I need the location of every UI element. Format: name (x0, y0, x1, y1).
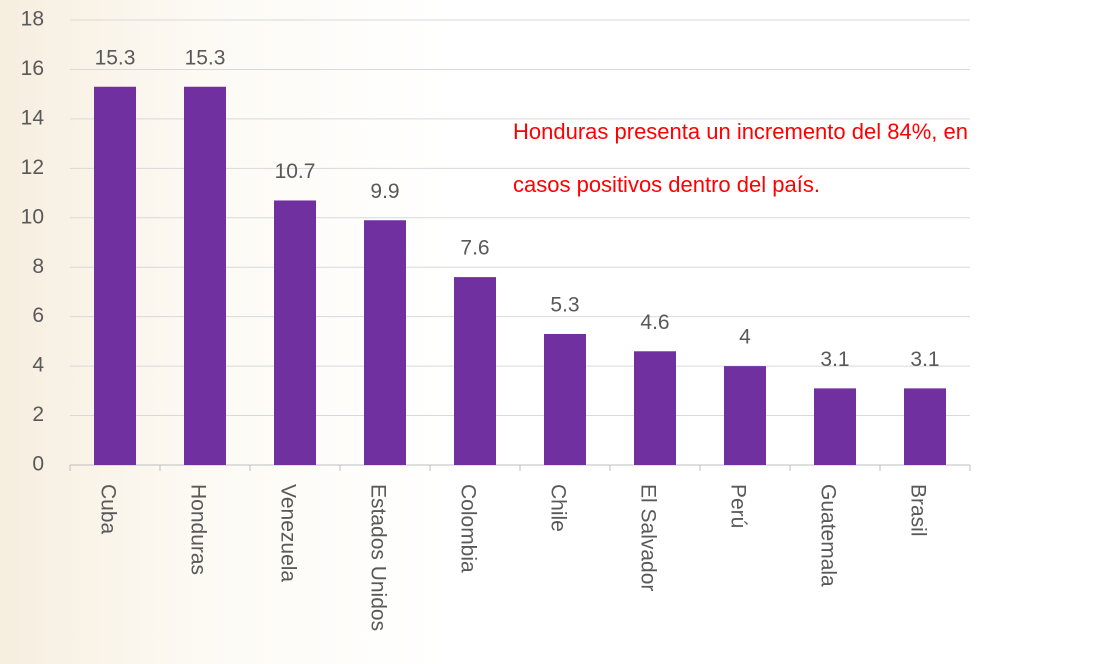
bar (184, 86, 226, 465)
y-tick-label: 14 (21, 106, 45, 129)
bar (724, 366, 766, 465)
x-tick-label: Brasil (906, 484, 929, 537)
annotation: casos positivos dentro del país. (513, 172, 820, 197)
bar (904, 388, 946, 465)
y-tick-label: 6 (32, 304, 44, 327)
bar (364, 220, 406, 465)
y-tick-label: 10 (21, 205, 44, 228)
x-tick-label: Venezuela (276, 484, 299, 582)
data-label: 4.6 (640, 311, 669, 334)
data-label: 9.9 (370, 180, 399, 203)
y-tick-label: 8 (32, 255, 44, 278)
x-tick-label: Chile (546, 484, 569, 532)
x-tick-label: Perú (726, 484, 749, 528)
x-tick-label: Honduras (186, 484, 209, 575)
bar (814, 388, 856, 465)
data-label: 4 (739, 326, 751, 349)
annotation: Honduras presenta un incremento del 84%,… (513, 119, 968, 144)
data-label: 15.3 (95, 46, 136, 69)
bar (94, 86, 136, 465)
bar (274, 200, 316, 465)
x-tick-label: Colombia (456, 484, 479, 573)
bar (544, 333, 586, 465)
bar (454, 277, 496, 465)
bar (634, 351, 676, 465)
data-label: 7.6 (460, 237, 489, 260)
y-tick-label: 16 (21, 57, 44, 80)
data-label: 10.7 (275, 160, 316, 183)
data-label: 5.3 (550, 294, 579, 317)
x-tick-label: Estados Unidos (366, 484, 389, 631)
x-tick-label: Guatemala (816, 484, 839, 587)
data-label: 3.1 (910, 348, 939, 371)
y-tick-label: 2 (32, 403, 44, 426)
y-tick-label: 4 (32, 354, 44, 377)
y-tick-label: 12 (21, 156, 44, 179)
data-label: 3.1 (820, 348, 849, 371)
x-tick-label: Cuba (96, 484, 119, 535)
y-tick-label: 0 (32, 453, 44, 476)
data-label: 15.3 (185, 46, 226, 69)
y-tick-label: 18 (21, 8, 44, 31)
x-tick-label: El Salvador (636, 484, 659, 591)
